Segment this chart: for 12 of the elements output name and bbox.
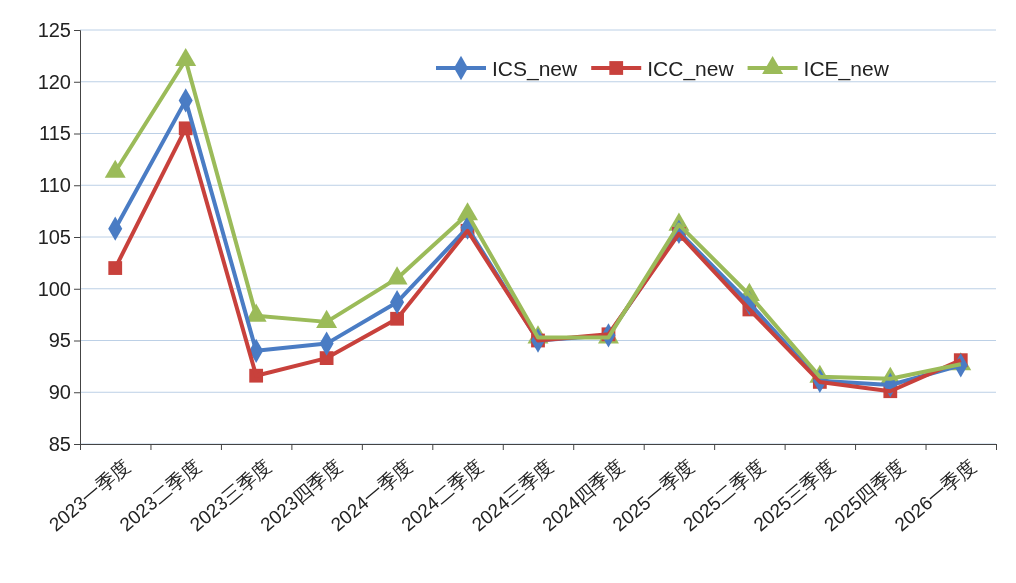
y-tick-label: 120: [37, 70, 71, 93]
legend-label: ICS_new: [492, 56, 579, 81]
y-tick-label: 110: [39, 174, 71, 197]
y-tick-label: 95: [48, 329, 71, 352]
legend-label: ICE_new: [803, 56, 890, 81]
legend-label: ICC_new: [647, 56, 735, 81]
y-tick-label: 100: [37, 277, 71, 300]
y-tick-label: 105: [37, 225, 71, 248]
y-tick-label: 115: [39, 122, 71, 145]
y-tick-label: 90: [48, 381, 71, 404]
y-tick-label: 85: [48, 432, 71, 455]
y-tick-label: 125: [37, 18, 71, 41]
